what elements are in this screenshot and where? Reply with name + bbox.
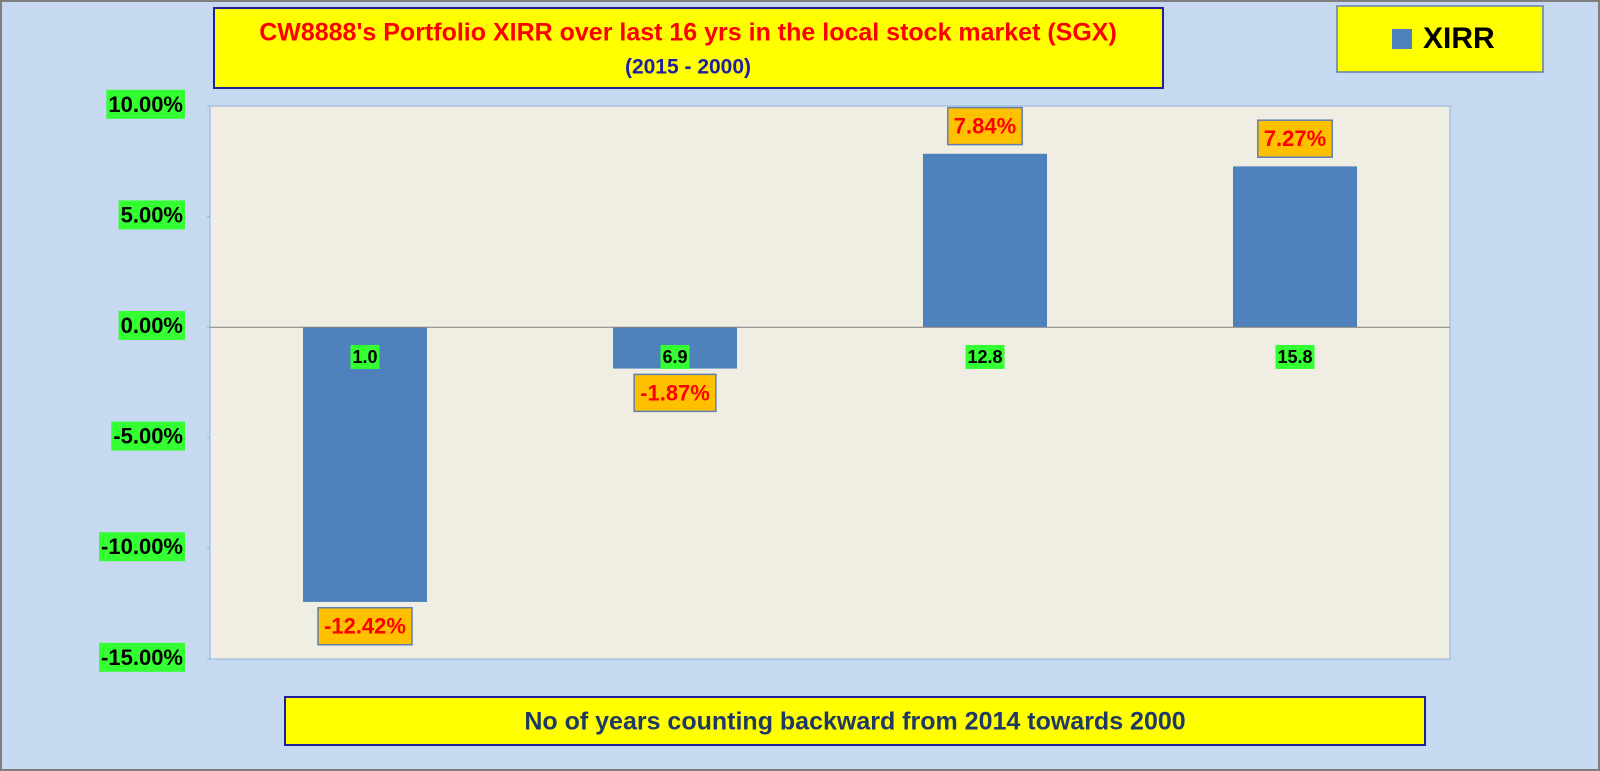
data-label: 7.84%: [954, 114, 1016, 139]
chart-title: CW8888's Portfolio XIRR over last 16 yrs…: [259, 19, 1117, 47]
label-bg: [350, 344, 380, 369]
x-label-box: [284, 696, 1426, 746]
legend-label: XIRR: [1423, 22, 1495, 55]
label-bg: [111, 421, 185, 451]
data-label: -1.87%: [640, 380, 710, 405]
y-tick-label: 5.00%: [121, 202, 183, 227]
y-tick-label: 10.00%: [108, 92, 183, 117]
legend: [1336, 5, 1544, 73]
label-bg: [99, 532, 185, 562]
label-bg: [660, 344, 690, 369]
bar: [303, 327, 427, 602]
label-bg: [947, 106, 1023, 146]
label-bg: [106, 89, 185, 119]
y-tick-label: 0.00%: [121, 313, 183, 338]
label-bg: [1257, 119, 1333, 158]
bar: [1233, 166, 1357, 328]
data-label: -12.42%: [324, 614, 406, 639]
label-bg: [965, 344, 1005, 369]
chart-subtitle: (2015 - 2000): [625, 56, 751, 79]
x-tick-label: 1.0: [352, 347, 377, 367]
label-bg: [633, 373, 717, 413]
label-bg: [118, 200, 185, 230]
x-tick-label: 12.8: [967, 347, 1002, 367]
title-box: [213, 7, 1164, 89]
label-bg: [118, 311, 185, 341]
bar: [923, 153, 1047, 328]
legend-swatch: [1392, 29, 1412, 49]
data-label: 7.27%: [1264, 126, 1326, 151]
y-tick-label: -15.00%: [101, 645, 183, 670]
x-tick-label: 6.9: [662, 347, 687, 367]
y-tick-label: -10.00%: [101, 534, 183, 559]
x-tick-label: 15.8: [1277, 347, 1312, 367]
x-axis-label: No of years counting backward from 2014 …: [524, 708, 1185, 736]
label-bg: [99, 642, 185, 672]
label-bg: [317, 606, 413, 646]
label-bg: [1275, 344, 1315, 369]
y-tick-label: -5.00%: [113, 424, 183, 449]
